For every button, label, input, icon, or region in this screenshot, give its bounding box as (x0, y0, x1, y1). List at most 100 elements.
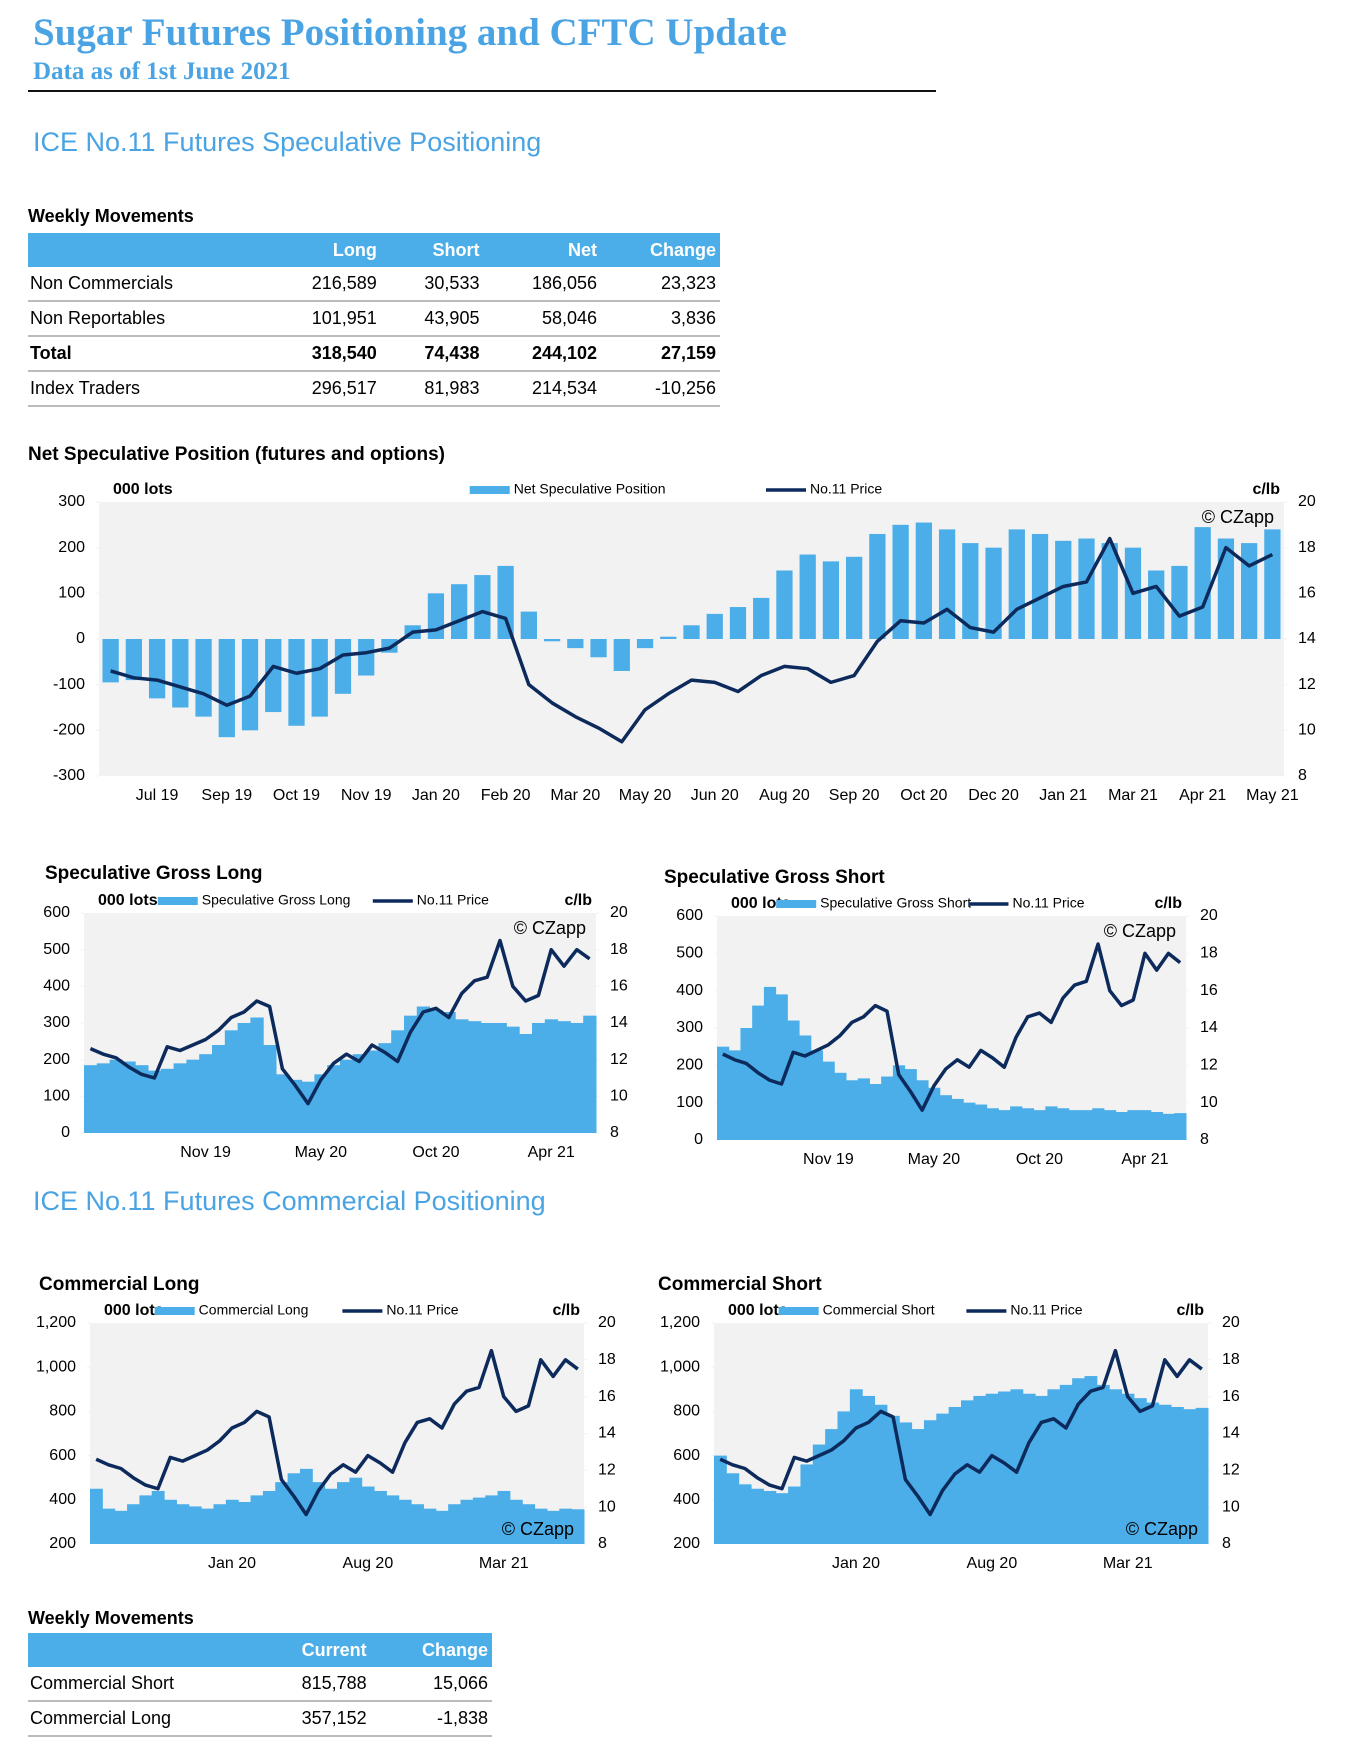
legend-label: Commercial Long (199, 1302, 309, 1318)
bar (455, 1019, 469, 1133)
bar (1022, 1393, 1036, 1544)
bar (822, 1061, 835, 1140)
bar (195, 639, 212, 717)
x-tick-label: Jan 20 (412, 787, 460, 804)
bar (186, 1059, 200, 1133)
bar (358, 639, 375, 676)
bar (442, 1012, 456, 1133)
y-tick-label: 400 (673, 1491, 700, 1508)
bar (717, 1046, 730, 1140)
bar (416, 1006, 431, 1133)
bar (1115, 1112, 1128, 1140)
col-header: Current (250, 1633, 371, 1667)
legend-label: No.11 Price (1012, 895, 1084, 911)
bar (911, 1429, 925, 1544)
cell: Commercial Long (28, 1701, 251, 1737)
bar (1194, 527, 1211, 639)
bar (311, 639, 328, 717)
bar (810, 1050, 824, 1140)
bar (886, 1415, 900, 1544)
bar (799, 554, 816, 639)
bar (567, 639, 584, 649)
bar (127, 1504, 140, 1544)
y-tick-label: 300 (43, 1014, 70, 1031)
bar (961, 1400, 974, 1544)
bar (776, 570, 793, 639)
x-tick-label: Oct 20 (900, 787, 947, 804)
bar (1103, 1110, 1117, 1140)
bar (148, 1070, 162, 1133)
y2-tick-label: 20 (610, 904, 628, 921)
bar (1195, 1407, 1209, 1544)
x-tick-label: Oct 20 (1016, 1151, 1063, 1168)
bar (904, 1069, 917, 1140)
bar (869, 1084, 882, 1140)
y-tick-label: 0 (61, 1124, 70, 1141)
y-tick-label: 0 (694, 1131, 703, 1148)
x-tick-label: Apr 21 (528, 1144, 575, 1161)
bar (460, 1499, 474, 1544)
bar (160, 1068, 175, 1133)
bar (1139, 1110, 1152, 1140)
bar (301, 1081, 315, 1133)
bar (398, 1499, 412, 1544)
col-header: Long (263, 233, 381, 267)
y-axis-label: 000 lots (113, 481, 173, 498)
bar (427, 593, 445, 639)
y-tick-label: 0 (76, 630, 85, 647)
cell: 23,323 (601, 267, 720, 302)
y2-tick-label: 14 (1200, 1019, 1218, 1036)
cell: Commercial Short (28, 1667, 251, 1702)
x-tick-label: Jan 20 (208, 1555, 256, 1572)
col-header: Short (380, 233, 484, 267)
bar (276, 1074, 290, 1133)
y-tick-label: 300 (58, 493, 85, 510)
bar (125, 639, 142, 681)
y2-tick-label: 12 (610, 1051, 628, 1068)
cell: Total (28, 336, 264, 372)
cell: 27,159 (601, 336, 720, 372)
bar (915, 522, 932, 639)
y2-tick-label: 8 (1200, 1131, 1209, 1148)
bar (485, 1495, 499, 1544)
cell: 318,540 (263, 336, 381, 372)
x-tick-label: Nov 19 (803, 1151, 854, 1168)
x-tick-label: Apr 21 (1179, 787, 1226, 804)
bar (148, 639, 166, 699)
bar (423, 1508, 437, 1544)
y-tick-label: -200 (53, 722, 85, 739)
x-tick-label: Nov 19 (341, 787, 392, 804)
bar (1162, 1113, 1175, 1140)
y-tick-label: 100 (676, 1094, 703, 1111)
x-tick-label: Sep 20 (829, 787, 880, 804)
bar (728, 1050, 741, 1140)
bar (241, 639, 259, 731)
cell: 186,056 (483, 267, 602, 302)
y-tick-label: 100 (58, 585, 85, 602)
x-tick-label: Mar 21 (1108, 787, 1158, 804)
bar (122, 1061, 136, 1133)
bar (951, 1098, 964, 1140)
y2-tick-label: 8 (598, 1535, 607, 1552)
bar (928, 1087, 941, 1140)
x-tick-label: Aug 20 (759, 787, 810, 804)
bar (480, 1023, 495, 1133)
legend-label: Commercial Short (823, 1302, 935, 1318)
y2-tick-label: 20 (598, 1314, 616, 1331)
cell: -10,256 (601, 371, 720, 407)
bar (726, 1473, 740, 1544)
bar (974, 1104, 988, 1140)
chart-title: Net Speculative Position (futures and op… (28, 444, 445, 465)
cell: 815,788 (250, 1667, 371, 1702)
annotation: © CZapp (502, 1519, 574, 1539)
y2-axis-label: c/lb (552, 1302, 580, 1319)
bar (892, 1065, 906, 1140)
table: Current Change Commercial Short 815,788 15,… (28, 1633, 492, 1737)
annotation: © CZapp (1126, 1519, 1198, 1539)
y-tick-label: 200 (673, 1535, 700, 1552)
y2-tick-label: 18 (610, 941, 628, 958)
bar (1072, 1378, 1085, 1544)
bar (509, 1499, 523, 1544)
table-title: Weekly Movements (28, 1608, 194, 1628)
bar (1148, 570, 1165, 639)
